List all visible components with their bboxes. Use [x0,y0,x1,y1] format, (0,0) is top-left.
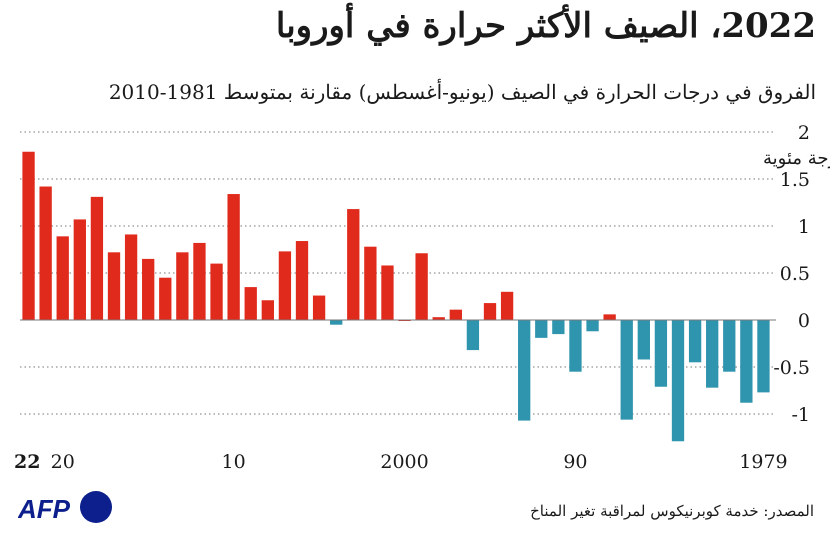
x-tick-label: 1979 [739,451,787,470]
bar [535,320,548,338]
source-note: المصدر: خدمة كوبرنيكوس لمراقبة تغير المن… [530,502,814,520]
bar [671,320,685,442]
bar [159,277,172,320]
x-tick-label: 10 [222,451,246,470]
bar [330,320,343,325]
y-tick-label: 0.5 [780,263,810,285]
y-tick-label: 0 [798,310,810,332]
bar [227,194,240,320]
bar [740,320,753,403]
bar [586,320,599,332]
afp-logo-text: AFP [18,494,71,524]
bar [569,320,582,372]
chart-subtitle: الفروق في درجات الحرارة في الصيف (يونيو-… [108,80,816,104]
bar [73,219,86,320]
bar [500,291,514,320]
y-tick-label: 2 [798,122,810,144]
chart-title: 2022، الصيف الأكثر حرارة في أوروبا [275,6,816,46]
bar [483,303,497,320]
bar [449,309,462,320]
bar [415,253,428,320]
bar [347,209,360,320]
bar [56,236,69,320]
bar [107,252,121,320]
bar [278,251,292,320]
y-tick-label: -0.5 [773,357,810,379]
bar [244,287,257,320]
x-tick-label: 2000 [380,451,428,470]
y-tick-label: 1 [798,216,810,238]
bar [518,320,531,421]
x-tick-label: 22 [14,451,40,470]
bar [124,234,138,320]
bar [552,320,565,335]
bar [364,246,377,320]
bar [295,241,309,320]
bar [22,151,35,320]
bar [312,295,326,320]
bar [723,320,736,372]
afp-logo: AFP [18,491,112,524]
bar [90,196,104,320]
bar-chart: 2 1.5 1 0.5 0 -0.5 -1 درجة مئوية 22 20 10 2000 90 197… [14,122,830,470]
bar [654,320,668,387]
bar [432,317,445,320]
y-axis-label: درجة مئوية [763,148,830,169]
bar [688,320,702,363]
bar [176,252,189,320]
bar [466,320,480,351]
bar [637,320,650,360]
bar [210,263,223,320]
bar [757,320,770,393]
afp-logo-circle [80,491,112,523]
bar [620,320,633,420]
bar [193,242,206,320]
bar [603,314,616,320]
bar [706,320,719,388]
y-tick-label: -1 [791,404,810,426]
bar [39,186,52,320]
x-tick-label: 90 [563,451,587,470]
bar [142,258,155,320]
x-tick-label: 20 [51,451,75,470]
bar [261,300,274,320]
y-tick-label: 1.5 [780,169,810,191]
bar [381,265,394,320]
